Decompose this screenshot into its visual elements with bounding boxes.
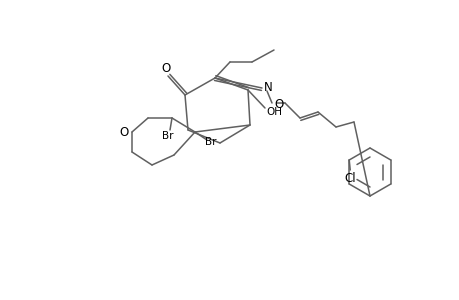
Text: OH: OH bbox=[265, 107, 281, 117]
Text: N: N bbox=[263, 80, 272, 94]
Text: Cl: Cl bbox=[344, 172, 355, 184]
Text: O: O bbox=[274, 98, 283, 110]
Text: O: O bbox=[161, 61, 170, 74]
Text: Br: Br bbox=[162, 131, 174, 141]
Text: O: O bbox=[119, 125, 129, 139]
Text: Br: Br bbox=[205, 137, 216, 147]
